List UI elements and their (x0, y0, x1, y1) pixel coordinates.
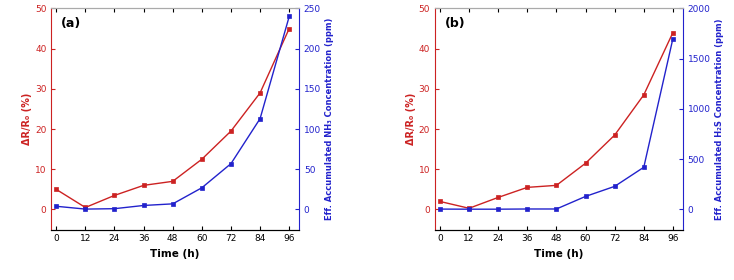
Text: (b): (b) (445, 17, 465, 30)
X-axis label: Time (h): Time (h) (534, 249, 584, 259)
Text: (a): (a) (61, 17, 81, 30)
Y-axis label: Eff. Accumulated H₂S Concentration (ppm): Eff. Accumulated H₂S Concentration (ppm) (715, 18, 724, 220)
Y-axis label: ΔR/R₀ (%): ΔR/R₀ (%) (22, 93, 32, 145)
Y-axis label: ΔR/R₀ (%): ΔR/R₀ (%) (406, 93, 416, 145)
X-axis label: Time (h): Time (h) (150, 249, 200, 259)
Y-axis label: Eff. Accumulated NH₃ Concentration (ppm): Eff. Accumulated NH₃ Concentration (ppm) (325, 18, 334, 220)
